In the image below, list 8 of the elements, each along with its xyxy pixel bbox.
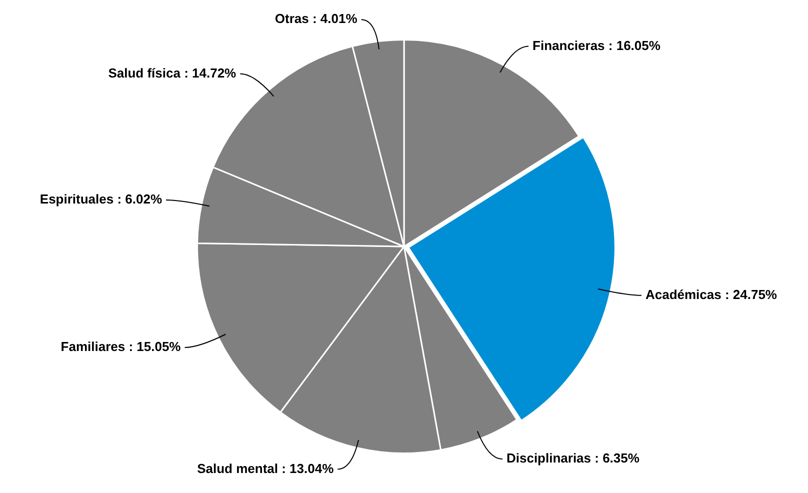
slice-label: Otras : 4.01% — [274, 11, 358, 26]
slice-label: Disciplinarias : 6.35% — [506, 450, 640, 466]
slice-label: Salud física : 14.72% — [108, 65, 237, 80]
slice-label: Familiares : 15.05% — [60, 339, 182, 354]
slice-label: Espirituales : 6.02% — [40, 192, 162, 207]
slice-label: Financieras : 16.05% — [532, 38, 661, 53]
slice-label: Salud mental : 13.04% — [197, 460, 334, 476]
slice-label: Académicas : 24.75% — [645, 286, 778, 302]
